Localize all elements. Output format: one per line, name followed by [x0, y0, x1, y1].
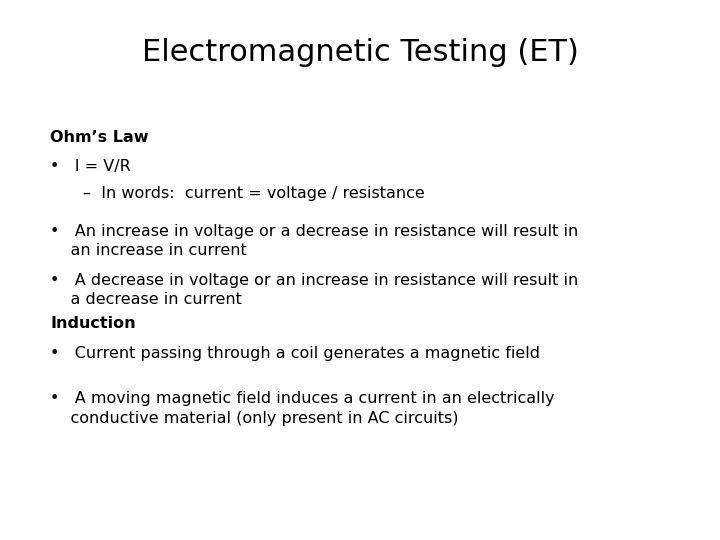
Text: •   Current passing through a coil generates a magnetic field: • Current passing through a coil generat… — [50, 346, 541, 361]
Text: •   I = V/R: • I = V/R — [50, 159, 131, 174]
Text: Induction: Induction — [50, 316, 136, 331]
Text: •   A moving magnetic field induces a current in an electrically
    conductive : • A moving magnetic field induces a curr… — [50, 392, 555, 426]
Text: Electromagnetic Testing (ET): Electromagnetic Testing (ET) — [142, 38, 578, 67]
Text: Ohm’s Law: Ohm’s Law — [50, 130, 149, 145]
Text: –  In words:  current = voltage / resistance: – In words: current = voltage / resistan… — [83, 186, 425, 201]
Text: •   A decrease in voltage or an increase in resistance will result in
    a decr: • A decrease in voltage or an increase i… — [50, 273, 579, 307]
Text: •   An increase in voltage or a decrease in resistance will result in
    an inc: • An increase in voltage or a decrease i… — [50, 224, 579, 258]
